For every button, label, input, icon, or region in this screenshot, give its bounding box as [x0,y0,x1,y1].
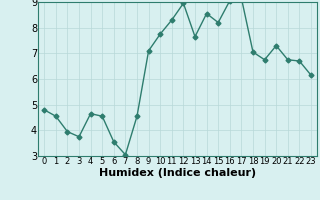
X-axis label: Humidex (Indice chaleur): Humidex (Indice chaleur) [99,168,256,178]
